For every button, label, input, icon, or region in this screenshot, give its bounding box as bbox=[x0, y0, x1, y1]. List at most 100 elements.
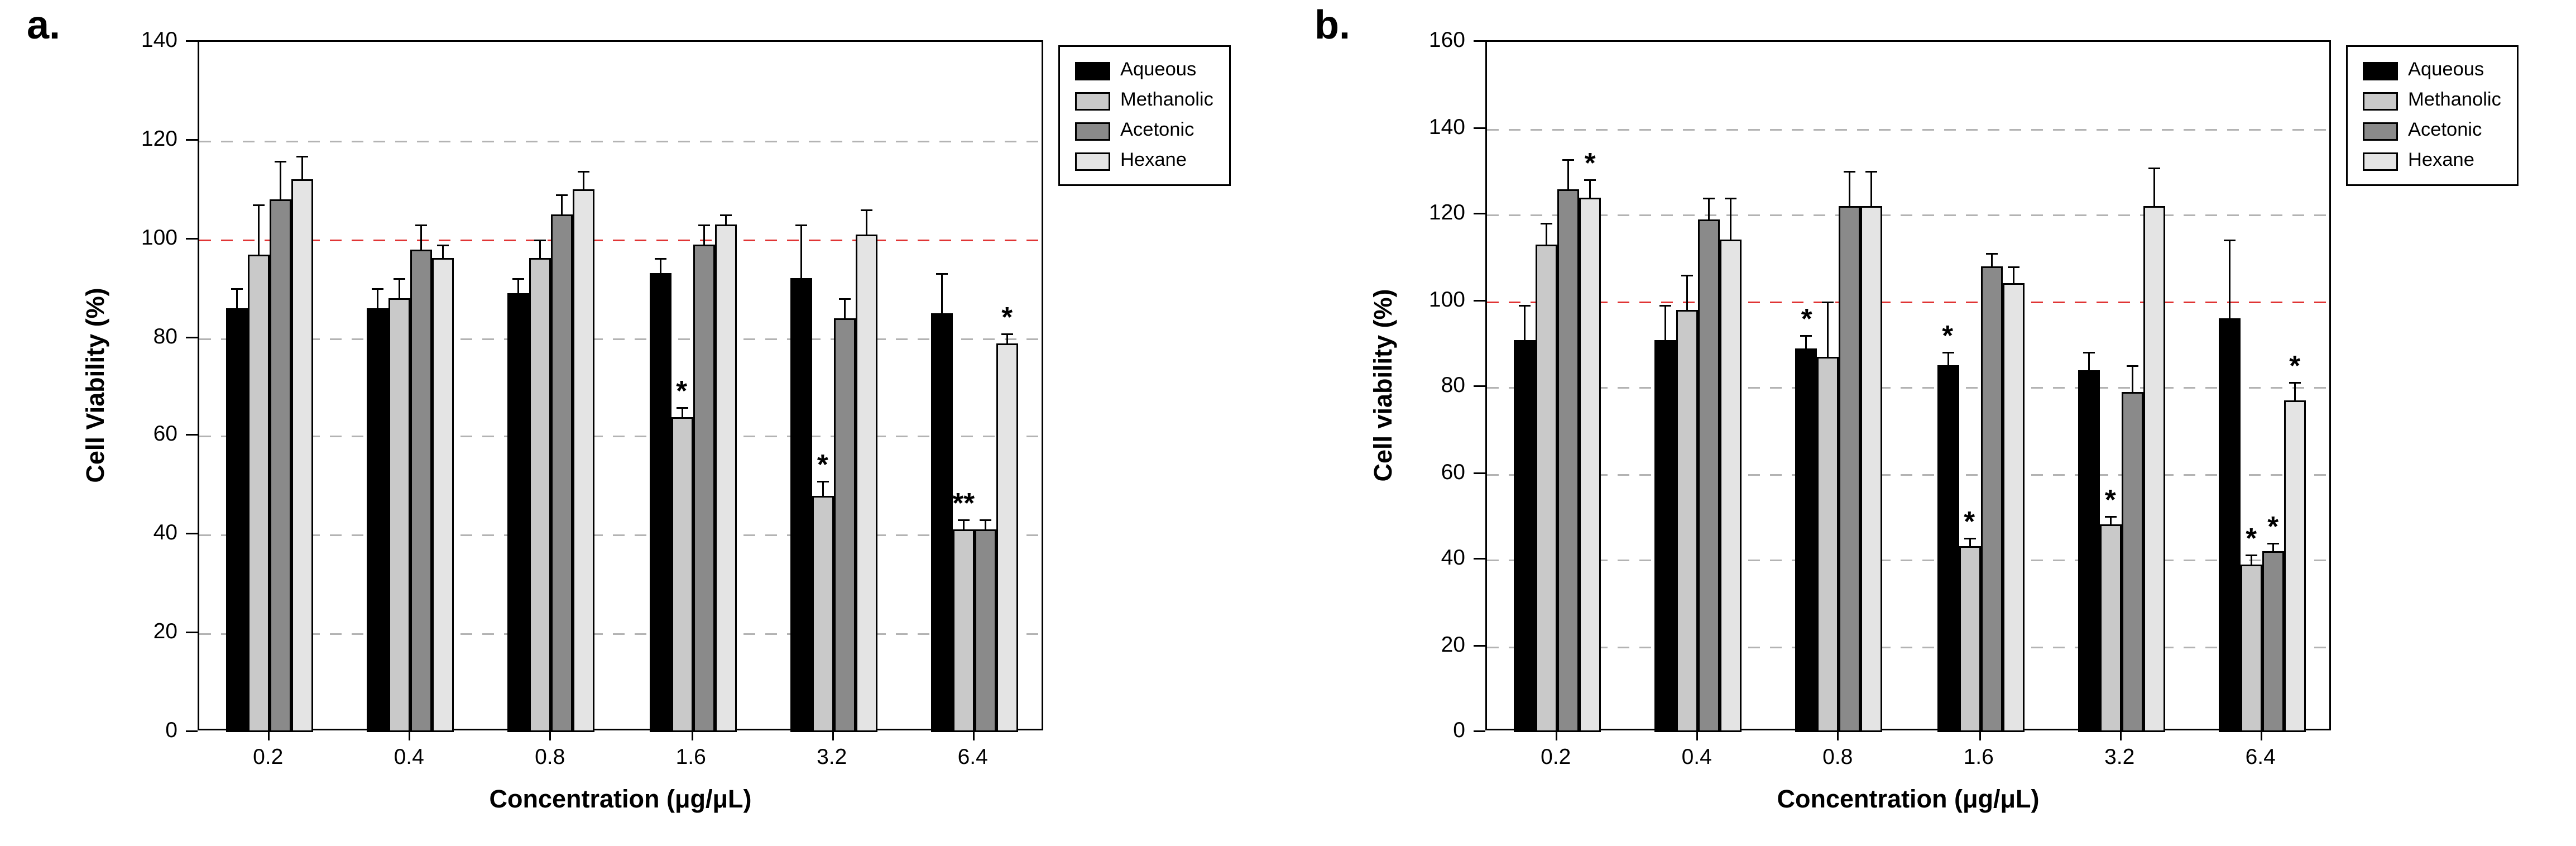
bar-aqueous bbox=[790, 278, 812, 732]
legend-swatch-acetonic bbox=[2363, 121, 2398, 140]
significance-marker: * bbox=[1801, 303, 1812, 336]
y-tick-label: 120 bbox=[1428, 199, 1465, 224]
error-bar-cap bbox=[1703, 197, 1715, 199]
bar-aqueous bbox=[508, 293, 530, 732]
x-axis-title: Concentration (μg/μL) bbox=[1777, 786, 2040, 814]
error-bar bbox=[583, 170, 586, 190]
bar-methanolic bbox=[530, 259, 552, 732]
y-tick-label: 0 bbox=[165, 717, 178, 742]
x-tick-label: 0.8 bbox=[535, 744, 565, 769]
legend-item: Methanolic bbox=[1075, 90, 1213, 111]
error-bar bbox=[2272, 542, 2274, 551]
error-bar bbox=[377, 288, 379, 308]
error-bar bbox=[2131, 365, 2133, 391]
error-bar bbox=[301, 155, 304, 180]
bar-hexane bbox=[855, 234, 877, 732]
error-bar-cap bbox=[372, 288, 384, 290]
error-bar bbox=[822, 480, 824, 496]
error-bar bbox=[2228, 240, 2230, 318]
legend-item: Aqueous bbox=[1075, 60, 1213, 80]
y-tick-label: 80 bbox=[153, 322, 178, 348]
bar-acetonic bbox=[1698, 218, 1720, 732]
x-axis-tick bbox=[2119, 730, 2122, 740]
error-bar bbox=[1664, 305, 1667, 340]
error-bar-cap bbox=[2126, 365, 2138, 367]
legend: Aqueous Methanolic Acetonic Hexane bbox=[1058, 45, 1230, 186]
bar-hexane bbox=[2284, 400, 2306, 732]
error-bar-cap bbox=[817, 480, 829, 482]
error-bar-cap bbox=[1844, 171, 1857, 173]
bar-aqueous bbox=[1936, 365, 1959, 732]
error-bar bbox=[1946, 352, 1949, 366]
bar-aqueous bbox=[1796, 348, 1818, 732]
bar-acetonic bbox=[270, 199, 292, 732]
error-bar bbox=[280, 160, 282, 200]
bar-acetonic bbox=[551, 214, 574, 732]
error-bar-cap bbox=[2223, 240, 2236, 242]
y-axis-title: Cell Viability (%) bbox=[82, 288, 111, 483]
significance-marker: * bbox=[1942, 321, 1954, 353]
bar-methanolic bbox=[2240, 563, 2262, 732]
y-tick-label: 40 bbox=[1441, 544, 1465, 570]
bar-hexane bbox=[714, 224, 736, 732]
x-axis-tick bbox=[690, 730, 693, 740]
gridline bbox=[1487, 214, 2329, 216]
error-bar bbox=[941, 273, 943, 313]
bar-hexane bbox=[2143, 205, 2165, 732]
significance-marker: * bbox=[676, 375, 688, 407]
reference-line bbox=[1487, 300, 2329, 303]
y-axis-tick bbox=[1474, 558, 1485, 560]
y-axis-tick bbox=[1474, 40, 1485, 42]
bar-hexane bbox=[996, 342, 1018, 732]
y-tick-label: 60 bbox=[153, 421, 178, 447]
y-axis-tick bbox=[186, 237, 198, 240]
bar-methanolic bbox=[1958, 546, 1980, 732]
y-axis-tick bbox=[1474, 126, 1485, 128]
legend-label: Aqueous bbox=[2408, 60, 2484, 80]
legend-swatch-aqueous bbox=[2363, 61, 2398, 80]
bar-acetonic bbox=[2262, 551, 2284, 732]
error-bar bbox=[236, 288, 238, 308]
legend-item: Acetonic bbox=[1075, 121, 1213, 141]
error-bar-cap bbox=[275, 160, 287, 162]
error-bar bbox=[984, 520, 986, 530]
bar-acetonic bbox=[1839, 205, 1862, 732]
legend-item: Hexane bbox=[1075, 151, 1213, 171]
bar-methanolic bbox=[952, 529, 975, 732]
error-bar bbox=[1730, 197, 1732, 241]
legend-item: Hexane bbox=[2363, 151, 2501, 171]
error-bar bbox=[2109, 516, 2112, 525]
error-bar bbox=[518, 278, 520, 294]
panel-a-label: a. bbox=[27, 3, 61, 49]
gridline bbox=[1487, 646, 2329, 648]
error-bar bbox=[865, 209, 867, 235]
error-bar bbox=[800, 224, 802, 279]
error-bar-cap bbox=[697, 224, 709, 226]
gridline bbox=[199, 140, 1042, 142]
error-bar bbox=[442, 243, 444, 259]
error-bar bbox=[399, 278, 401, 299]
legend-label: Methanolic bbox=[1120, 90, 1213, 111]
x-tick-label: 0.8 bbox=[1822, 744, 1853, 769]
significance-marker: * bbox=[1001, 300, 1013, 333]
bar-hexane bbox=[1579, 197, 1601, 732]
error-bar-cap bbox=[1541, 223, 1553, 225]
error-bar-cap bbox=[860, 209, 872, 212]
bar-methanolic bbox=[2099, 525, 2122, 732]
error-bar-cap bbox=[1659, 305, 1672, 307]
error-bar bbox=[540, 239, 542, 259]
significance-marker: * bbox=[817, 448, 828, 481]
x-tick-label: 0.4 bbox=[1681, 744, 1712, 769]
error-bar-cap bbox=[578, 170, 591, 172]
error-bar-cap bbox=[1001, 332, 1013, 334]
error-bar-cap bbox=[1681, 275, 1694, 277]
gridline bbox=[1487, 473, 2329, 475]
error-bar-cap bbox=[2267, 542, 2279, 544]
gridline bbox=[1487, 387, 2329, 389]
error-bar bbox=[1006, 332, 1008, 343]
error-bar bbox=[1686, 275, 1688, 309]
error-bar-cap bbox=[936, 273, 948, 275]
x-tick-label: 0.4 bbox=[394, 744, 424, 769]
bar-methanolic bbox=[1817, 356, 1840, 732]
